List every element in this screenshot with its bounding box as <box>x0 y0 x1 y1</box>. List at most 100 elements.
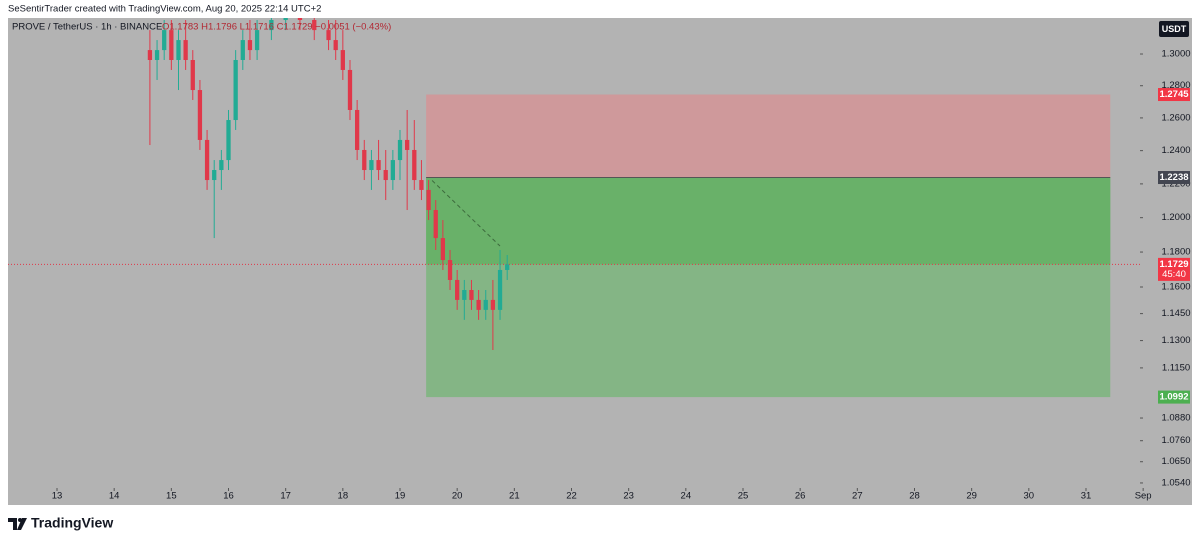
y-tick-label: 1.0760 <box>1161 435 1190 446</box>
candle-body <box>455 279 460 300</box>
x-tick-label: 19 <box>395 491 406 502</box>
candle-body <box>419 180 424 190</box>
footer-brand: TradingView <box>31 515 113 531</box>
x-tick-label: 30 <box>1024 491 1035 502</box>
candle-body <box>497 269 503 310</box>
candle-body <box>347 69 353 110</box>
x-tick-label: 13 <box>52 491 63 502</box>
y-tick-label: 1.0880 <box>1161 413 1190 424</box>
candle-body <box>183 40 188 61</box>
candle-body <box>212 170 217 181</box>
symbol-text: PROVE / TetherUS · 1h · BINANCE <box>12 22 162 33</box>
candle-body <box>476 299 481 310</box>
candle-body <box>412 149 417 181</box>
candle-body <box>426 189 431 211</box>
x-tick-label: 25 <box>738 491 749 502</box>
plot <box>8 18 1140 398</box>
y-tick-label: 1.2400 <box>1161 145 1190 156</box>
candle-body <box>219 160 224 171</box>
x-tick-label: 31 <box>1081 491 1092 502</box>
candle-body <box>505 264 510 270</box>
progress-zone <box>426 177 1111 265</box>
ohlc-readout: O1.1783 H1.1796 L1.1716 C1.1729 −0.0051 … <box>162 22 391 33</box>
candle-body <box>226 120 231 161</box>
y-tick-label: 1.0650 <box>1161 456 1190 467</box>
y-tick-label: 1.2800 <box>1161 80 1190 91</box>
x-tick-label: 14 <box>109 491 120 502</box>
x-tick-label: 22 <box>566 491 577 502</box>
y-tick-label: 1.1450 <box>1161 308 1190 319</box>
candle-body <box>176 40 181 61</box>
attribution: SeSentirTrader created with TradingView.… <box>8 4 321 15</box>
y-tick-label: 1.1150 <box>1162 362 1190 373</box>
candle-body <box>340 50 345 70</box>
x-tick-label: 27 <box>852 491 863 502</box>
candle-body <box>383 170 388 181</box>
x-tick-label: 23 <box>623 491 634 502</box>
candle-body <box>333 40 338 51</box>
candle-body <box>197 90 203 140</box>
y-tick-label: 1.2600 <box>1161 112 1190 123</box>
y-tick-label: 1.1300 <box>1161 335 1190 346</box>
x-tick-label: 17 <box>280 491 291 502</box>
candle-body <box>483 299 488 310</box>
candle-body <box>440 238 446 261</box>
candle-body <box>190 60 195 91</box>
candle-body <box>154 50 160 61</box>
target-label-bg <box>1158 390 1190 404</box>
candle-body <box>147 50 153 61</box>
y-tick-label: 1.0540 <box>1161 477 1190 488</box>
candle-body <box>162 30 167 51</box>
overlay: PROVE / TetherUS · 1h · BINANCE O1.1783 … <box>12 21 1189 37</box>
y-tick-label: 1.1600 <box>1161 282 1190 293</box>
target-label: 1.0992 <box>1159 392 1188 403</box>
last-price-label-countdown: 45:40 <box>1162 269 1186 280</box>
x-tick-label: 24 <box>681 491 692 502</box>
entry-label: 1.2238 <box>1159 172 1188 183</box>
candle-body <box>254 30 260 51</box>
y-tick-label: 1.3000 <box>1161 49 1190 60</box>
x-tick-label: 16 <box>223 491 234 502</box>
logo-dot <box>18 518 22 522</box>
candle-body <box>490 299 496 310</box>
candle-body <box>376 160 381 171</box>
candle-body <box>240 40 245 61</box>
candle-body <box>204 139 210 181</box>
logo-icon <box>8 518 27 530</box>
candle-body <box>169 30 174 61</box>
candle-body <box>269 20 274 31</box>
x-tick-label: 28 <box>909 491 920 502</box>
candle-body <box>326 30 331 41</box>
candle-body <box>283 18 288 21</box>
x-tick-label: 29 <box>966 491 977 502</box>
candle-body <box>469 290 474 300</box>
x-tick-label: Sep <box>1135 491 1152 502</box>
candle-body <box>462 290 467 300</box>
currency-label: USDT <box>1162 24 1187 34</box>
candle-body <box>354 109 360 150</box>
x-tick-label: 26 <box>795 491 806 502</box>
y-tick-label: 1.1800 <box>1161 247 1190 258</box>
candle-body <box>447 260 453 280</box>
candle-body <box>362 149 367 171</box>
candle-body <box>297 18 303 21</box>
tradingview-logo <box>8 518 27 530</box>
x-tick-label: 20 <box>452 491 463 502</box>
candle-body <box>247 40 253 51</box>
stop-label-bg <box>1158 88 1190 102</box>
candle-body <box>433 210 438 239</box>
entry-label-bg <box>1158 171 1190 185</box>
currency-badge <box>1159 21 1189 37</box>
stop-label: 1.2745 <box>1159 89 1189 100</box>
candle-body <box>369 160 374 171</box>
last-price-label-bg <box>1158 257 1190 281</box>
x-tick-label: 21 <box>509 491 520 502</box>
y-tick-label: 1.2000 <box>1161 212 1190 223</box>
candle-body <box>233 60 238 121</box>
stop-zone <box>426 94 1111 178</box>
x-tick-label: 15 <box>166 491 177 502</box>
candle-body <box>390 160 396 181</box>
x-tick-label: 18 <box>338 491 349 502</box>
candle-body <box>397 139 403 161</box>
